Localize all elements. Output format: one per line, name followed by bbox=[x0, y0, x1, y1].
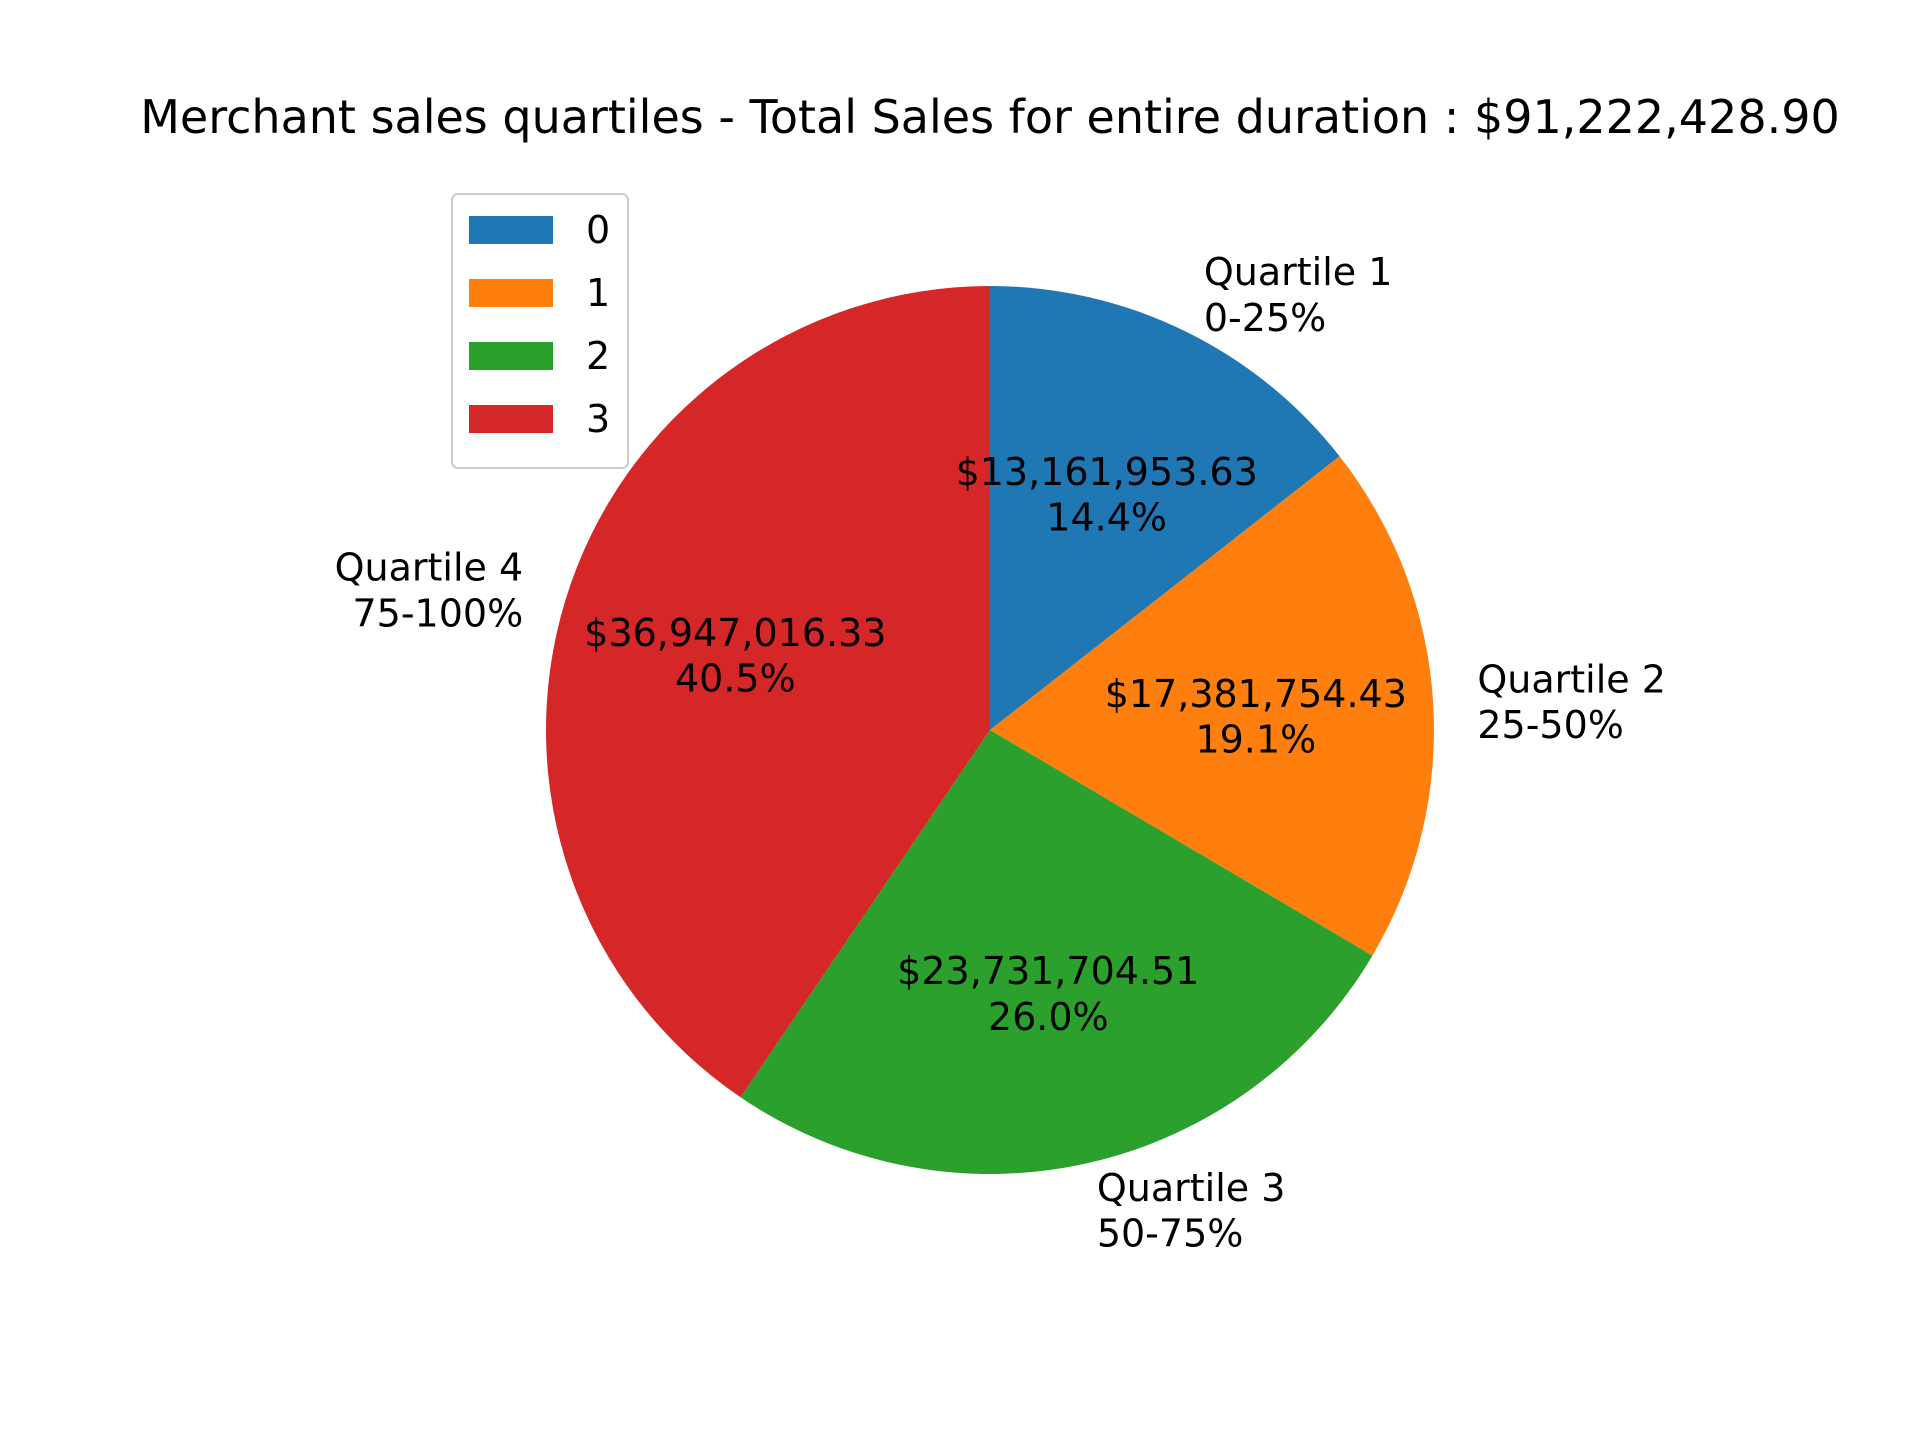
chart-title: Merchant sales quartiles - Total Sales f… bbox=[140, 90, 1840, 144]
pie-slice-0 bbox=[990, 286, 1340, 730]
slice-outer-label-1-line1: Quartile 2 bbox=[1477, 657, 1666, 701]
slice-value-label-2-line1: $23,731,704.51 bbox=[897, 949, 1199, 993]
pie-slice-1 bbox=[990, 456, 1435, 956]
slice-value-label-0: $13,161,953.63 14.4% bbox=[956, 450, 1258, 540]
legend-label-2: 2 bbox=[586, 334, 610, 378]
slice-value-label-2-line2: 26.0% bbox=[988, 995, 1109, 1039]
slice-value-label-0-line2: 14.4% bbox=[1046, 495, 1167, 539]
legend-frame bbox=[451, 193, 629, 469]
legend-label-1: 1 bbox=[586, 271, 610, 315]
pie-slice-3 bbox=[545, 285, 990, 1098]
slice-value-label-1: $17,381,754.43 19.1% bbox=[1105, 672, 1407, 762]
slice-outer-label-2-line2: 50-75% bbox=[1097, 1211, 1244, 1255]
slice-outer-label-3: Quartile 4 75-100% bbox=[335, 546, 524, 636]
pie-slice-2 bbox=[740, 730, 1373, 1175]
slice-value-label-3-line1: $36,947,016.33 bbox=[584, 611, 886, 655]
slice-value-label-2: $23,731,704.51 26.0% bbox=[897, 949, 1199, 1039]
slice-value-label-1-line2: 19.1% bbox=[1195, 717, 1316, 761]
slice-outer-label-2: Quartile 3 50-75% bbox=[1097, 1166, 1286, 1256]
slice-outer-label-3-line2: 75-100% bbox=[352, 591, 523, 635]
pie-slices bbox=[545, 285, 1435, 1175]
legend-swatch-1 bbox=[469, 279, 553, 307]
slice-outer-label-3-line1: Quartile 4 bbox=[335, 546, 524, 590]
slice-value-label-3-line2: 40.5% bbox=[675, 657, 796, 701]
legend-label-3: 3 bbox=[586, 397, 610, 441]
legend-swatch-0 bbox=[469, 216, 553, 244]
slice-outer-label-0: Quartile 1 0-25% bbox=[1204, 250, 1393, 340]
legend: 0 1 2 3 bbox=[451, 193, 629, 469]
slice-outer-label-0-line1: Quartile 1 bbox=[1204, 250, 1393, 294]
slice-value-label-3: $36,947,016.33 40.5% bbox=[584, 611, 886, 701]
slice-value-label-0-line1: $13,161,953.63 bbox=[956, 450, 1258, 494]
slice-value-label-1-line1: $17,381,754.43 bbox=[1105, 672, 1407, 716]
slice-outer-label-0-line2: 0-25% bbox=[1204, 296, 1326, 340]
legend-swatch-3 bbox=[469, 405, 553, 433]
slice-outer-label-2-line1: Quartile 3 bbox=[1097, 1166, 1286, 1210]
legend-swatch-2 bbox=[469, 342, 553, 370]
slice-outer-labels: Quartile 1 0-25%Quartile 2 25-50%Quartile … bbox=[335, 250, 1666, 1255]
legend-label-0: 0 bbox=[586, 208, 610, 252]
slice-outer-label-1-line2: 25-50% bbox=[1477, 703, 1624, 747]
slice-inner-labels: $13,161,953.63 14.4% $17,381,754.43 19.1% $2… bbox=[584, 450, 1407, 1039]
slice-outer-label-1: Quartile 2 25-50% bbox=[1477, 657, 1666, 747]
